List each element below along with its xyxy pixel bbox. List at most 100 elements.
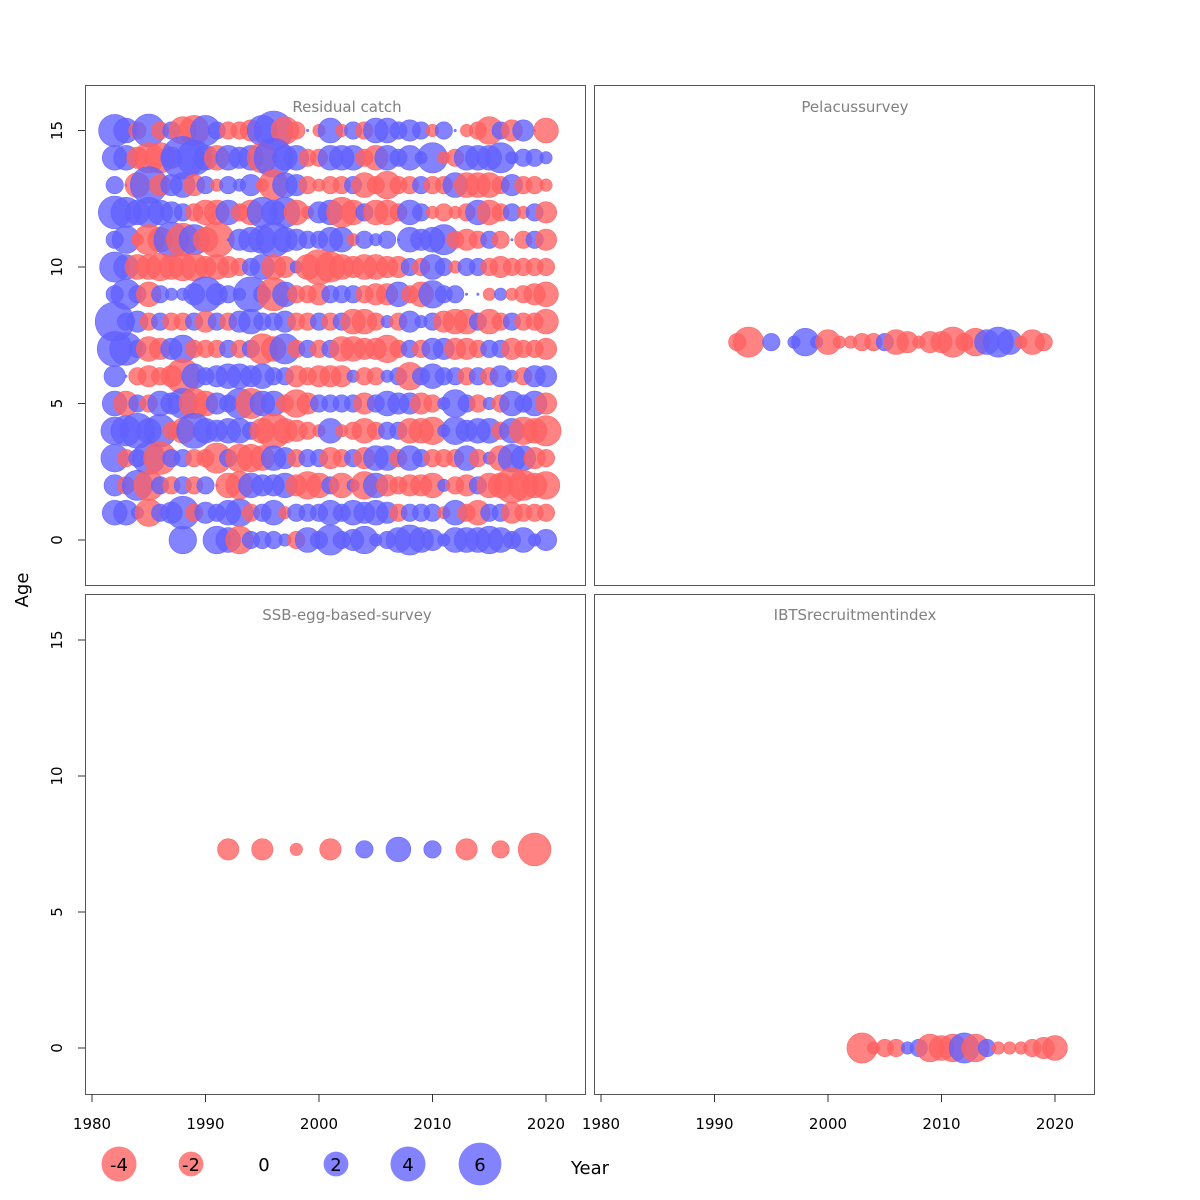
residual-bubble — [491, 230, 510, 249]
residual-bubble — [512, 119, 535, 142]
residual-bubble — [434, 121, 453, 140]
residual-bubble — [446, 285, 465, 304]
legend-bubble — [323, 1151, 349, 1177]
residual-bubble — [287, 121, 306, 140]
panel-title: SSB-egg-based-survey — [262, 606, 432, 624]
x-tick-label: 1990 — [695, 1115, 733, 1133]
y-axis-title: Age — [12, 573, 33, 608]
residual-bubble — [533, 281, 559, 307]
residual-bubble — [476, 292, 480, 296]
x-tick-label: 1980 — [582, 1115, 620, 1133]
residual-bubble — [1003, 1041, 1017, 1055]
residual-bubble — [491, 840, 510, 859]
x-tick-label: 2020 — [1036, 1115, 1074, 1133]
residual-bubble — [306, 129, 310, 133]
panel-frame — [85, 85, 586, 586]
residual-bubble — [494, 287, 508, 301]
residual-bubble — [1042, 1035, 1068, 1061]
residual-bubble — [455, 838, 478, 861]
residual-bubble — [534, 365, 557, 388]
bubble-group — [94, 110, 562, 556]
bubble-size-legend: -4 -2 0 2 4 6 — [101, 1142, 502, 1186]
bubble-group — [846, 1032, 1068, 1064]
y-axis-bottom: 0 5 10 15 — [48, 630, 85, 1053]
y-tick-label: 5 — [48, 907, 66, 917]
residual-bubble — [733, 326, 764, 358]
residual-bubble — [453, 129, 457, 133]
legend-label: 2 — [330, 1155, 341, 1176]
panel-ssb-egg-based-survey: SSB-egg-based-survey — [85, 594, 586, 1095]
legend-bubble — [458, 1142, 502, 1186]
residual-bubble — [762, 333, 781, 352]
bubble-group — [728, 326, 1053, 358]
residual-bubble — [991, 1041, 1005, 1055]
panel-pelacussurvey: Pelacussurvey — [594, 85, 1095, 586]
residual-bubble — [289, 842, 303, 856]
residual-bubble — [536, 449, 555, 468]
panel-frame — [594, 594, 1095, 1095]
residual-bubble — [517, 832, 552, 867]
x-axis-left: 1980 1990 2000 2010 2020 — [73, 1094, 565, 1133]
legend-label: -4 — [110, 1155, 128, 1176]
x-tick-label: 1980 — [73, 1115, 111, 1133]
residual-bubble — [534, 528, 557, 551]
residual-bubble — [385, 836, 412, 863]
residual-bubble — [423, 840, 442, 859]
legend-bubbles — [101, 1142, 502, 1186]
x-tick-label: 2010 — [922, 1115, 960, 1133]
residual-bubble — [482, 287, 496, 301]
legend-label: 0 — [258, 1155, 269, 1176]
panel-frame — [85, 594, 586, 1095]
residual-bubble — [510, 238, 514, 242]
residual-bubble — [319, 838, 342, 861]
residual-bubble — [196, 476, 215, 495]
residual-bubble — [1034, 333, 1053, 352]
residual-bubble — [531, 471, 561, 500]
residual-bubble — [103, 365, 126, 388]
residual-bubble — [533, 117, 559, 144]
x-axis-title: Year — [570, 1158, 610, 1179]
legend-label: 4 — [402, 1155, 413, 1176]
residual-bubble — [465, 292, 469, 296]
x-tick-label: 2010 — [413, 1115, 451, 1133]
residual-bubble — [534, 392, 557, 415]
y-tick-label: 0 — [48, 1043, 66, 1053]
residual-bubble — [539, 178, 553, 192]
residual-bubble — [536, 257, 555, 276]
residual-bubble — [534, 228, 557, 251]
residual-bubble — [168, 525, 197, 555]
residual-bubble — [530, 415, 562, 447]
residual-bubble — [164, 287, 178, 301]
panel-title: Residual catch — [292, 98, 401, 116]
y-tick-label: 0 — [48, 535, 66, 545]
residual-bubble — [124, 374, 128, 378]
y-tick-label: 10 — [48, 257, 66, 276]
residual-bubble — [536, 503, 555, 522]
panel-title: IBTSrecruitmentindex — [774, 606, 937, 624]
y-tick-label: 15 — [48, 121, 66, 140]
residual-bubble — [534, 337, 557, 360]
residual-bubble — [105, 176, 124, 195]
y-tick-label: 15 — [48, 630, 66, 649]
legend-label: -2 — [182, 1155, 200, 1176]
y-tick-label: 10 — [48, 766, 66, 785]
x-tick-label: 2000 — [809, 1115, 847, 1133]
panel-ibts-recruitment-index: IBTSrecruitmentindex — [594, 594, 1095, 1095]
bubble-group — [217, 832, 552, 867]
residual-bubble — [534, 201, 557, 224]
residual-bubble — [533, 308, 559, 335]
panel-frame — [594, 85, 1095, 586]
panel-residual-catch: Residual catch — [85, 85, 586, 586]
residual-bubble — [539, 151, 553, 165]
y-tick-label: 5 — [48, 399, 66, 409]
residual-bubble — [378, 230, 397, 249]
x-tick-label: 1990 — [186, 1115, 224, 1133]
legend-bubble — [101, 1146, 137, 1182]
x-tick-label: 2020 — [527, 1115, 565, 1133]
residual-bubble — [251, 838, 274, 861]
y-axis-top: 0 5 10 15 — [48, 121, 85, 545]
x-axis-right: 1980 1990 2000 2010 2020 — [582, 1094, 1074, 1133]
panel-title: Pelacussurvey — [801, 98, 908, 116]
legend-bubble — [390, 1146, 426, 1182]
